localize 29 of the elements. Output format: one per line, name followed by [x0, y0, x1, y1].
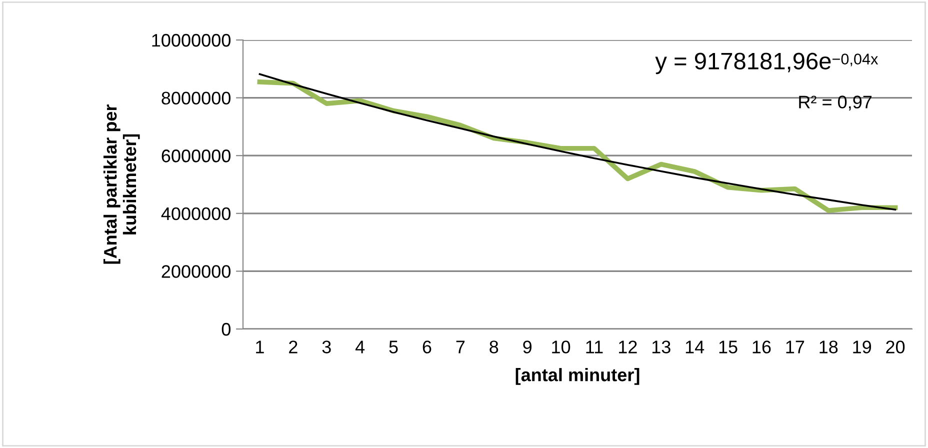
y-axis-title: [Antal partiklar per kubikmeter]	[103, 104, 140, 264]
x-tick-label: 15	[719, 340, 738, 354]
x-tick-label: 14	[686, 340, 704, 354]
y-tick-label: 6000000	[162, 150, 230, 162]
x-tick-label: 4	[355, 340, 365, 354]
x-tick-label: 12	[619, 340, 637, 354]
x-tick-label: 9	[523, 340, 532, 354]
x-tick-label: 13	[652, 340, 670, 354]
x-tick-label: 17	[786, 340, 804, 354]
y-tick-label: 0	[222, 322, 230, 336]
y-tick-label: 4000000	[161, 207, 230, 220]
y-tick-label: 10000000	[152, 34, 230, 47]
x-tick-label: 16	[752, 340, 771, 354]
x-axis-title: [antal minuter]	[516, 368, 640, 385]
x-tick-label: 7	[456, 340, 465, 354]
x-tick-label: 2	[289, 340, 298, 354]
x-tick-label: 3	[322, 340, 331, 354]
x-tick-label: 5	[389, 340, 398, 354]
x-tick-label: 19	[853, 340, 872, 354]
y-tick-label: 2000000	[162, 265, 230, 278]
annotation: R² = 0,97	[799, 96, 872, 111]
x-tick-label: 10	[552, 340, 570, 354]
x-tick-label: 1	[256, 340, 264, 354]
x-tick-label: 6	[422, 340, 432, 354]
y-tick-label: 8000000	[162, 92, 230, 105]
x-tick-label: 11	[586, 340, 603, 354]
x-tick-label: 8	[490, 340, 498, 354]
x-tick-label: 20	[886, 340, 905, 354]
x-tick-label: 18	[820, 340, 838, 354]
